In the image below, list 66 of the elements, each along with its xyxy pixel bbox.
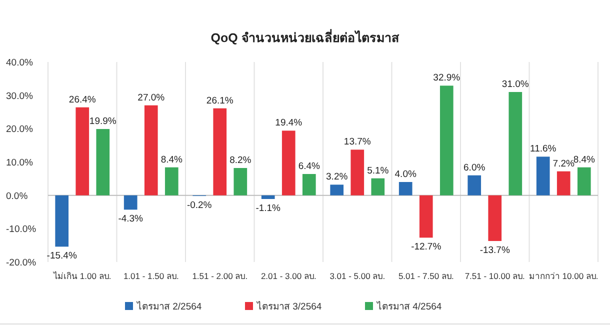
bar <box>96 129 110 196</box>
x-tick-label: 1.51 - 2.00 ลบ. <box>192 271 248 281</box>
data-label: 7.2% <box>552 158 576 170</box>
data-label: 6.0% <box>464 162 486 174</box>
y-tick-label: 20.0% <box>6 124 34 136</box>
data-label: 13.7% <box>344 136 372 148</box>
bar <box>371 178 385 196</box>
data-label: 5.1% <box>367 165 390 176</box>
data-label: 27.0% <box>138 92 166 104</box>
data-label: 8.4% <box>160 154 184 166</box>
data-label: 32.9% <box>433 72 461 84</box>
x-tick-label: 1.01 - 1.50 ลบ. <box>123 271 179 281</box>
bar <box>350 150 364 196</box>
data-label: -13.7% <box>480 245 510 256</box>
data-label: 8.4% <box>573 154 596 166</box>
data-label: 6.4% <box>298 161 321 172</box>
data-label: 26.4% <box>68 94 96 106</box>
y-tick-label: 0.0% <box>6 190 28 202</box>
bar <box>76 107 90 196</box>
legend-label: ไตรมาส 3/2564 <box>256 300 322 312</box>
legend-label: ไตรมาส 2/2564 <box>136 300 202 312</box>
bar <box>577 167 591 196</box>
y-tick-label: 40.0% <box>6 58 34 68</box>
bar <box>556 171 570 196</box>
bar <box>330 184 344 196</box>
data-label: 11.6% <box>530 144 557 155</box>
legend-label: ไตรมาส 4/2564 <box>376 300 442 312</box>
x-tick-label: มากกว่า 10.00 ลบ. <box>528 271 598 281</box>
data-label: 19.4% <box>275 118 303 129</box>
bar <box>261 195 275 199</box>
y-tick-label: -20.0% <box>6 258 37 268</box>
x-tick-label: 2.01 - 3.00 ลบ. <box>260 271 316 281</box>
data-label: -15.4% <box>46 250 78 262</box>
data-label: 8.2% <box>230 155 252 166</box>
bar <box>55 195 69 247</box>
x-tick-label: ไม่เกิน 1.00 ลบ. <box>52 271 112 281</box>
bar <box>536 156 550 196</box>
data-label: 26.1% <box>206 95 234 106</box>
bar <box>468 175 482 196</box>
bar <box>440 86 454 196</box>
bar <box>488 195 502 241</box>
bar <box>508 92 522 196</box>
y-tick-label: 10.0% <box>6 158 34 168</box>
y-tick-label: -10.0% <box>6 224 37 236</box>
x-tick-label: 3.01 - 5.00 ลบ. <box>330 271 386 281</box>
bar <box>164 167 178 196</box>
bar <box>282 130 296 196</box>
bar <box>302 174 316 196</box>
data-label: -4.3% <box>118 214 144 225</box>
data-label: 3.2% <box>326 172 348 183</box>
data-label: -1.1% <box>256 203 282 214</box>
bar <box>419 195 433 238</box>
bar <box>234 168 248 196</box>
bar <box>144 105 158 196</box>
bar <box>398 182 412 196</box>
data-label: 19.9% <box>89 116 117 127</box>
data-label: 4.0% <box>394 169 417 180</box>
bar <box>124 195 138 210</box>
chart-title: QoQ จำนวนหน่วยเฉลี่ยต่อไตรมาส <box>210 29 400 45</box>
x-tick-label: 7.51 - 10.00 ลบ. <box>464 271 525 281</box>
data-label: 31.0% <box>502 79 530 90</box>
data-label: -0.2% <box>186 200 212 211</box>
y-tick-label: 30.0% <box>6 90 34 102</box>
x-tick-label: 5.01 - 7.50 ลบ. <box>398 271 454 281</box>
data-label: -12.7% <box>411 242 442 253</box>
bar <box>213 108 227 196</box>
